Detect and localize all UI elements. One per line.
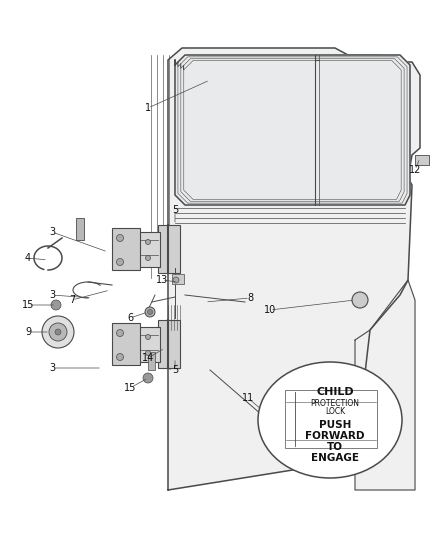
Text: 10: 10 [264, 305, 276, 315]
FancyBboxPatch shape [138, 232, 160, 267]
Circle shape [145, 307, 155, 317]
Text: 5: 5 [172, 365, 178, 375]
Text: 15: 15 [124, 383, 136, 393]
Circle shape [42, 316, 74, 348]
Text: CHILD: CHILD [316, 387, 354, 397]
Text: 3: 3 [49, 363, 55, 373]
FancyBboxPatch shape [148, 352, 155, 370]
Circle shape [145, 255, 151, 261]
Circle shape [117, 329, 124, 336]
Text: 1: 1 [145, 103, 151, 113]
Text: 3: 3 [49, 227, 55, 237]
Polygon shape [175, 55, 410, 205]
FancyBboxPatch shape [112, 323, 140, 365]
Text: 5: 5 [172, 205, 178, 215]
Circle shape [117, 353, 124, 360]
Text: PROTECTION: PROTECTION [311, 399, 360, 408]
Text: PUSH: PUSH [319, 420, 351, 430]
Text: ENGAGE: ENGAGE [311, 453, 359, 463]
Text: 8: 8 [247, 293, 253, 303]
FancyBboxPatch shape [158, 320, 180, 368]
Text: 3: 3 [49, 290, 55, 300]
Circle shape [145, 351, 151, 356]
FancyBboxPatch shape [112, 228, 140, 270]
Text: 7: 7 [69, 295, 75, 305]
Circle shape [143, 373, 153, 383]
Circle shape [145, 335, 151, 340]
Circle shape [117, 235, 124, 241]
Text: 4: 4 [25, 253, 31, 263]
Ellipse shape [258, 362, 402, 478]
Polygon shape [168, 48, 420, 490]
Polygon shape [355, 280, 415, 490]
Text: FORWARD: FORWARD [305, 431, 365, 441]
Circle shape [117, 259, 124, 265]
FancyBboxPatch shape [138, 327, 160, 362]
Circle shape [173, 277, 179, 283]
Text: 9: 9 [25, 327, 31, 337]
Text: 14: 14 [142, 353, 154, 363]
Text: 6: 6 [127, 313, 133, 323]
Text: 13: 13 [156, 275, 168, 285]
Text: TO: TO [327, 442, 343, 452]
Circle shape [51, 300, 61, 310]
FancyBboxPatch shape [76, 218, 84, 240]
FancyBboxPatch shape [415, 155, 429, 165]
Text: LOCK: LOCK [325, 408, 345, 416]
Text: 12: 12 [409, 165, 421, 175]
Text: 11: 11 [242, 393, 254, 403]
Circle shape [49, 323, 67, 341]
Circle shape [145, 239, 151, 245]
Circle shape [148, 310, 152, 314]
Circle shape [55, 329, 61, 335]
FancyBboxPatch shape [172, 274, 184, 284]
Text: 15: 15 [22, 300, 34, 310]
Circle shape [352, 292, 368, 308]
FancyBboxPatch shape [158, 225, 180, 273]
